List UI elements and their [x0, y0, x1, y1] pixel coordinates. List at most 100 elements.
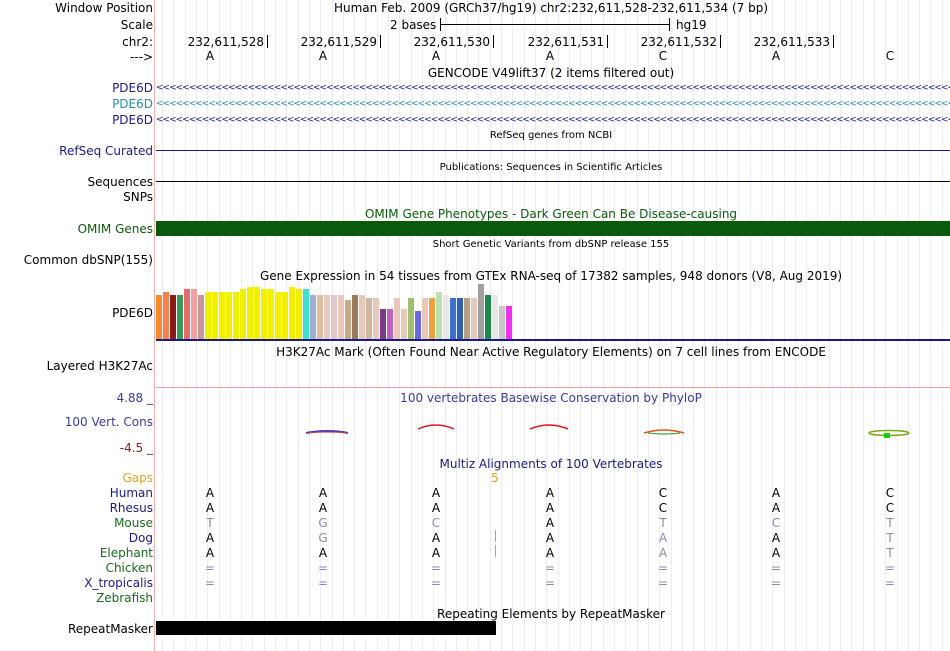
position-tick-label: 232,611,533	[753, 35, 830, 49]
gtex-tissue-bar[interactable]	[352, 295, 358, 339]
gtex-tissue-bar[interactable]	[233, 292, 239, 339]
gtex-tissue-bar[interactable]	[282, 292, 288, 339]
gtex-tissue-bar[interactable]	[184, 289, 190, 339]
gtex-tissue-bar[interactable]	[324, 295, 330, 339]
guide-line	[919, 0, 921, 651]
repeatmasker-element[interactable]	[156, 621, 496, 635]
publications-line[interactable]	[156, 181, 950, 182]
gtex-track-label[interactable]: PDE6D	[112, 306, 153, 320]
gtex-tissue-bar[interactable]	[163, 292, 169, 339]
gtex-tissue-bar[interactable]	[219, 292, 225, 339]
gencode-transcript-line[interactable]: <<<<<<<<<<<<<<<<<<<<<<<<<<<<<<<<<<<<<<<<…	[156, 83, 950, 93]
h3k27ac-track-label[interactable]: Layered H3K27Ac	[46, 359, 153, 373]
refseq-gene-line[interactable]	[156, 150, 950, 151]
gtex-tissue-bar[interactable]	[261, 289, 267, 339]
gtex-tissue-bar[interactable]	[240, 289, 246, 339]
multiz-track-title[interactable]: Multiz Alignments of 100 Vertebrates	[439, 457, 663, 471]
gtex-tissue-bar[interactable]	[429, 298, 435, 339]
gtex-tissue-bar[interactable]	[156, 295, 162, 339]
gencode-track-title[interactable]: GENCODE V49lift37 (2 items filtered out)	[427, 66, 675, 80]
gtex-tissue-bar[interactable]	[212, 292, 218, 339]
gtex-tissue-bar[interactable]	[506, 306, 512, 339]
species-label[interactable]: Rhesus	[109, 501, 153, 515]
refseq-track-label[interactable]: RefSeq Curated	[59, 144, 153, 158]
gaps-label[interactable]: Gaps	[122, 471, 153, 485]
gencode-transcript-line[interactable]: <<<<<<<<<<<<<<<<<<<<<<<<<<<<<<<<<<<<<<<<…	[156, 99, 950, 109]
conservation-mark-3	[417, 424, 455, 430]
gtex-tissue-bar[interactable]	[387, 309, 393, 339]
gtex-tissue-bar[interactable]	[492, 295, 498, 339]
species-label[interactable]: Zebrafish	[96, 591, 153, 605]
gtex-tissue-bar[interactable]	[247, 287, 253, 339]
gtex-tissue-bar[interactable]	[226, 292, 232, 339]
species-label[interactable]: Dog	[128, 531, 153, 545]
gtex-tissue-bar[interactable]	[345, 300, 351, 339]
gtex-tissue-bar[interactable]	[310, 295, 316, 339]
conservation-track-title[interactable]: 100 vertebrates Basewise Conservation by…	[400, 391, 702, 405]
gtex-tissue-bar[interactable]	[268, 289, 274, 339]
omim-track-title[interactable]: OMIM Gene Phenotypes - Dark Green Can Be…	[364, 207, 738, 221]
repeatmasker-track-title[interactable]: Repeating Elements by RepeatMasker	[437, 607, 665, 621]
gtex-tissue-bar[interactable]	[457, 298, 463, 339]
gap-count: 5	[491, 471, 499, 485]
gtex-tissue-bar[interactable]	[296, 289, 302, 339]
gtex-track-title[interactable]: Gene Expression in 54 tissues from GTEx …	[259, 269, 843, 283]
gtex-tissue-bar[interactable]	[408, 298, 414, 339]
species-label[interactable]: Elephant	[99, 546, 153, 560]
gtex-tissue-bar[interactable]	[366, 298, 372, 339]
conservation-track-label[interactable]: 100 Vert. Cons	[64, 415, 153, 429]
gtex-tissue-bar[interactable]	[436, 292, 442, 339]
gencode-item-label[interactable]: PDE6D	[112, 81, 153, 95]
species-label[interactable]: X_tropicalis	[84, 576, 153, 590]
alignment-base: A	[771, 546, 781, 560]
gtex-tissue-bar[interactable]	[317, 295, 323, 339]
gtex-tissue-bar[interactable]	[303, 289, 309, 339]
gtex-tissue-bar[interactable]	[254, 287, 260, 339]
guide-line	[455, 0, 457, 651]
gtex-tissue-bar[interactable]	[198, 295, 204, 339]
gtex-expression-chart[interactable]	[156, 284, 950, 339]
guide-line	[308, 0, 310, 651]
gtex-tissue-bar[interactable]	[443, 295, 449, 339]
gtex-tissue-bar[interactable]	[485, 295, 491, 339]
species-label[interactable]: Chicken	[105, 561, 153, 575]
gtex-tissue-bar[interactable]	[415, 311, 421, 339]
gtex-tissue-bar[interactable]	[464, 298, 470, 339]
gtex-tissue-bar[interactable]	[499, 306, 505, 339]
gencode-item-label[interactable]: PDE6D	[112, 113, 153, 127]
gtex-tissue-bar[interactable]	[450, 298, 456, 339]
gtex-tissue-bar[interactable]	[380, 309, 386, 339]
gtex-tissue-bar[interactable]	[401, 309, 407, 339]
publications-track-title[interactable]: Publications: Sequences in Scientific Ar…	[439, 162, 663, 173]
gtex-tissue-bar[interactable]	[177, 295, 183, 339]
gencode-transcript-line[interactable]: <<<<<<<<<<<<<<<<<<<<<<<<<<<<<<<<<<<<<<<<…	[156, 115, 950, 125]
gtex-tissue-bar[interactable]	[394, 298, 400, 339]
refseq-track-title[interactable]: RefSeq genes from NCBI	[489, 130, 613, 141]
gtex-tissue-bar[interactable]	[170, 295, 176, 339]
dbsnp-track-label[interactable]: Common dbSNP(155)	[23, 253, 153, 267]
gtex-tissue-bar[interactable]	[205, 292, 211, 339]
reference-base: A	[318, 49, 328, 63]
gtex-tissue-bar[interactable]	[331, 295, 337, 339]
species-label[interactable]: Human	[109, 486, 153, 500]
gtex-tissue-bar[interactable]	[275, 292, 281, 339]
snps-track-label[interactable]: SNPs	[123, 190, 153, 204]
gtex-tissue-bar[interactable]	[191, 289, 197, 339]
gtex-tissue-bar[interactable]	[289, 287, 295, 339]
species-label[interactable]: Mouse	[114, 516, 153, 530]
alignment-base: A	[658, 546, 668, 560]
omim-track-label[interactable]: OMIM Genes	[77, 222, 153, 236]
gencode-item-label[interactable]: PDE6D	[112, 97, 153, 111]
gtex-tissue-bar[interactable]	[338, 295, 344, 339]
dbsnp-track-title[interactable]: Short Genetic Variants from dbSNP releas…	[432, 239, 670, 250]
gtex-tissue-bar[interactable]	[422, 298, 428, 339]
conservation-plot[interactable]	[156, 405, 950, 450]
h3k27ac-track-title[interactable]: H3K27Ac Mark (Often Found Near Active Re…	[276, 345, 826, 359]
omim-gene-bar[interactable]	[156, 221, 950, 236]
publications-track-label[interactable]: Sequences	[87, 175, 153, 189]
repeatmasker-track-label[interactable]: RepeatMasker	[67, 622, 153, 636]
gtex-tissue-bar[interactable]	[478, 284, 484, 339]
gtex-tissue-bar[interactable]	[359, 295, 365, 339]
gtex-tissue-bar[interactable]	[471, 298, 477, 339]
gtex-tissue-bar[interactable]	[373, 298, 379, 339]
